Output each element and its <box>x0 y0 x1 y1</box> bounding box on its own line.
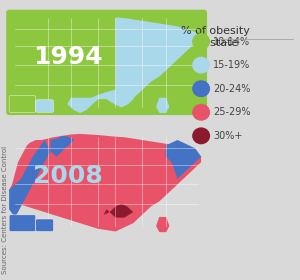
Polygon shape <box>166 140 201 179</box>
Circle shape <box>193 34 209 49</box>
FancyBboxPatch shape <box>6 10 207 115</box>
Circle shape <box>193 104 209 120</box>
Text: Sources: Centers for Disease Control: Sources: Centers for Disease Control <box>2 146 8 274</box>
Polygon shape <box>9 140 50 218</box>
FancyBboxPatch shape <box>9 215 36 232</box>
Polygon shape <box>116 17 201 107</box>
Polygon shape <box>157 98 169 112</box>
Text: 30%+: 30%+ <box>213 131 242 141</box>
Circle shape <box>193 81 209 97</box>
FancyBboxPatch shape <box>36 100 53 112</box>
FancyBboxPatch shape <box>36 219 53 232</box>
Circle shape <box>193 128 209 144</box>
Text: 15-19%: 15-19% <box>213 60 250 70</box>
Polygon shape <box>9 134 201 232</box>
Polygon shape <box>104 204 133 218</box>
Polygon shape <box>68 98 98 112</box>
Polygon shape <box>92 90 133 107</box>
Polygon shape <box>50 136 74 157</box>
Polygon shape <box>157 218 169 232</box>
Text: 1994: 1994 <box>33 45 103 69</box>
Text: 2008: 2008 <box>33 164 103 188</box>
Circle shape <box>193 57 209 73</box>
Polygon shape <box>9 15 201 112</box>
Text: 25-29%: 25-29% <box>213 107 250 117</box>
Text: % of obesity
by state: % of obesity by state <box>182 26 250 48</box>
Text: 20-24%: 20-24% <box>213 84 250 94</box>
Text: 10-14%: 10-14% <box>213 37 250 46</box>
FancyBboxPatch shape <box>9 96 36 112</box>
